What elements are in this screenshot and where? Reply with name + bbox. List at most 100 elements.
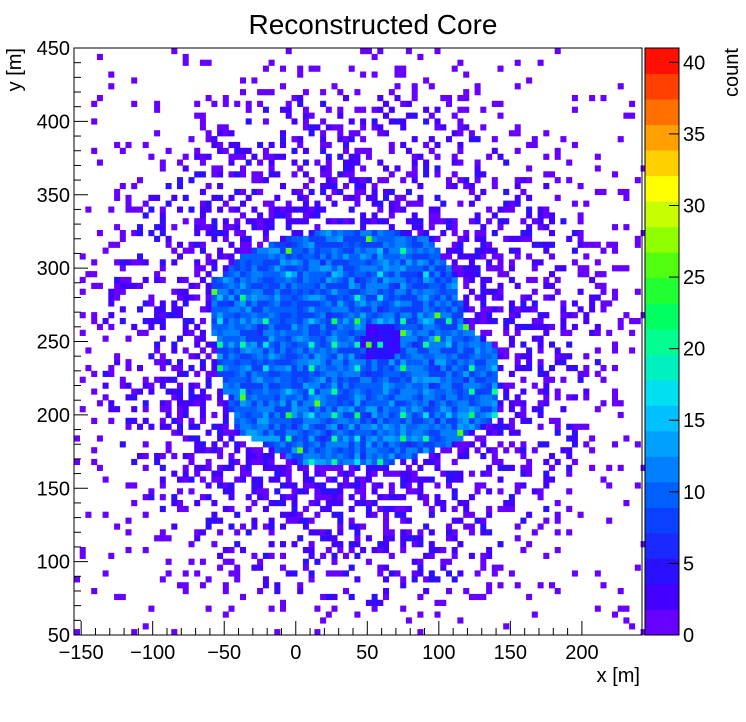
heatmap-cell [354,423,361,430]
heatmap-cell [228,329,235,336]
heatmap-cell [131,282,138,289]
heatmap-cell [428,417,435,424]
heatmap-cell [251,411,258,419]
heatmap-cell [337,265,344,272]
heatmap-cell [468,529,475,536]
heatmap-cell [354,89,361,96]
heatmap-cell [228,547,235,554]
heatmap-cell [451,271,458,278]
heatmap-cell [257,294,264,301]
heatmap-cell [371,71,378,78]
heatmap-cell [291,382,298,389]
heatmap-cell [297,488,304,495]
heatmap-cell [348,564,355,571]
heatmap-cell [343,423,350,430]
heatmap-cell [474,212,481,219]
heatmap-cell [280,400,287,407]
heatmap-cell [245,335,252,342]
heatmap-cell [543,400,550,407]
heatmap-cell [491,453,498,460]
heatmap-cell [423,417,430,424]
heatmap-cell [463,353,470,360]
heatmap-cell [285,476,292,483]
heatmap-cell [411,353,418,360]
heatmap-cell [388,458,395,466]
heatmap-cell [514,582,521,589]
heatmap-cell [600,476,607,483]
heatmap-cell [434,318,441,325]
heatmap-cell [257,212,264,219]
heatmap-cell [262,429,269,436]
heatmap-cell [491,370,498,377]
heatmap-cell [354,476,361,483]
heatmap-cell [428,394,435,401]
heatmap-cell [314,494,321,501]
heatmap-cell [583,318,590,325]
heatmap-cell [360,329,367,336]
heatmap-cell [497,582,504,589]
heatmap-cell [423,523,430,530]
heatmap-cell [446,271,453,278]
heatmap-cell [486,470,493,477]
heatmap-cell [360,165,367,172]
heatmap-cell [297,588,304,595]
heatmap-cell [434,265,441,272]
heatmap-cell [354,370,361,377]
colorbar-segment [645,124,679,151]
heatmap-cell [566,341,573,348]
heatmap-cell [600,95,607,102]
heatmap-cell [274,365,281,372]
heatmap-cell [360,341,367,348]
heatmap-cell [348,464,355,471]
heatmap-cell [325,318,332,325]
heatmap-cell [291,288,298,295]
heatmap-cell [331,247,338,254]
heatmap-cell [262,106,269,113]
heatmap-cell [348,230,355,237]
heatmap-cell [388,224,395,231]
heatmap-cell [360,265,367,272]
heatmap-cell [405,464,412,471]
heatmap-cell [222,265,229,272]
heatmap-cell [434,48,441,55]
heatmap-cell [137,329,144,336]
heatmap-cell [251,329,258,336]
heatmap-cell [526,294,533,301]
heatmap-cell [240,259,247,266]
heatmap-cell [417,306,424,313]
heatmap-cell [360,312,367,319]
heatmap-cell [268,406,275,413]
heatmap-cell [440,276,447,284]
heatmap-cell [405,282,412,289]
heatmap-cell [474,382,481,389]
heatmap-cell [583,423,590,430]
heatmap-cell [325,347,332,354]
heatmap-cell [543,247,550,254]
heatmap-cell [194,171,201,178]
heatmap-cell [434,376,441,383]
heatmap-cell [222,611,229,618]
heatmap-cell [468,376,475,383]
heatmap-cell [257,488,264,495]
heatmap-cell [159,406,166,413]
heatmap-cell [463,417,470,424]
heatmap-cell [320,147,327,154]
heatmap-cell [365,230,372,237]
heatmap-cell [268,224,275,231]
heatmap-cell [600,582,607,589]
heatmap-cell [257,382,264,389]
heatmap-cell [457,124,464,131]
heatmap-cell [159,576,166,583]
heatmap-cell [400,65,407,72]
heatmap-cell [405,247,412,254]
heatmap-cell [268,341,275,348]
heatmap-cell [325,230,332,237]
heatmap-cell [400,235,407,242]
heatmap-cell [503,235,510,242]
heatmap-cell [217,517,224,524]
heatmap-cell [365,271,372,278]
heatmap-cell [417,153,424,160]
heatmap-cell [228,388,235,395]
heatmap-cell [285,100,292,107]
heatmap-cell [474,235,481,242]
